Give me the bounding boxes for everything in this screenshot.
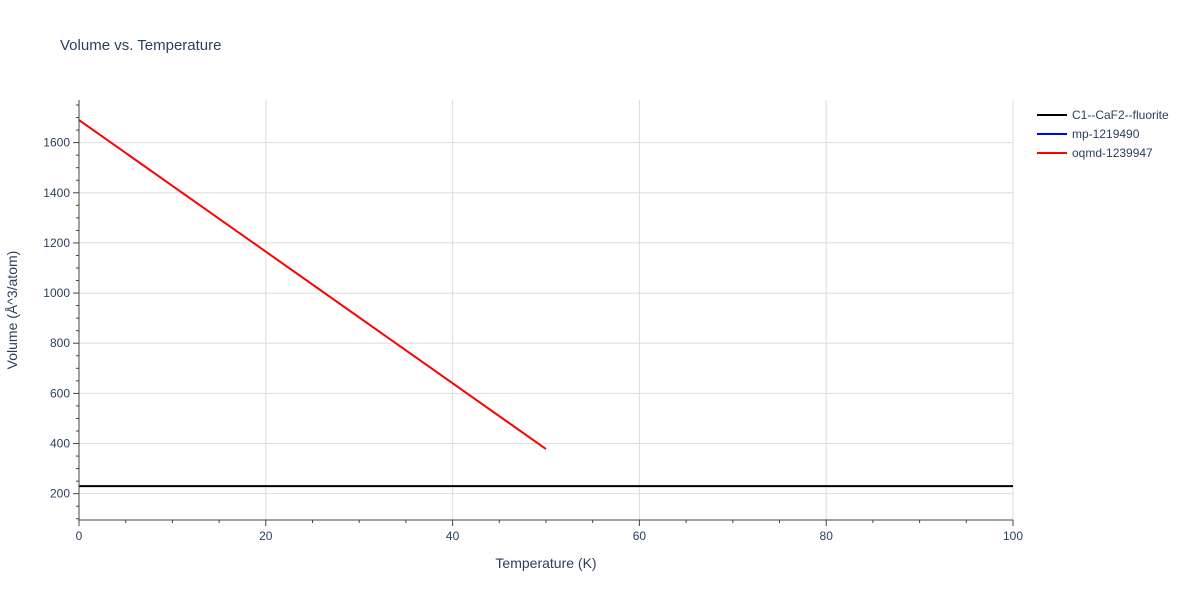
y-tick-label: 600 xyxy=(50,386,70,400)
x-tick-label: 80 xyxy=(820,529,834,543)
grid xyxy=(79,100,1014,520)
legend-label: mp-1219490 xyxy=(1072,127,1140,141)
x-axis-ticks: 0 20 40 60 80 100 xyxy=(76,520,1023,543)
legend: C1--CaF2--fluorite mp-1219490 oqmd-1239947 xyxy=(1037,108,1169,160)
y-tick-label: 1200 xyxy=(43,236,70,250)
plot-area xyxy=(78,119,1013,488)
y-axis-title: Volume (Å^3/atom) xyxy=(4,251,20,370)
y-tick-label: 1000 xyxy=(43,286,70,300)
legend-label: oqmd-1239947 xyxy=(1072,146,1153,160)
series-line-2 xyxy=(78,119,547,450)
axes xyxy=(78,100,1013,521)
chart-title: Volume vs. Temperature xyxy=(60,37,221,54)
x-tick-label: 0 xyxy=(76,529,83,543)
y-tick-label: 800 xyxy=(50,336,70,350)
y-tick-label: 400 xyxy=(50,437,70,451)
x-tick-label: 40 xyxy=(446,529,460,543)
y-axis-ticks: 200 400 600 800 1000 1200 1400 1600 xyxy=(43,104,79,520)
x-tick-label: 60 xyxy=(633,529,647,543)
x-tick-label: 20 xyxy=(259,529,273,543)
y-tick-label: 1400 xyxy=(43,186,70,200)
x-axis-title: Temperature (K) xyxy=(495,555,596,571)
y-tick-label: 200 xyxy=(50,487,70,501)
y-tick-label: 1600 xyxy=(43,136,70,150)
legend-label: C1--CaF2--fluorite xyxy=(1072,108,1169,122)
x-tick-label: 100 xyxy=(1003,529,1023,543)
